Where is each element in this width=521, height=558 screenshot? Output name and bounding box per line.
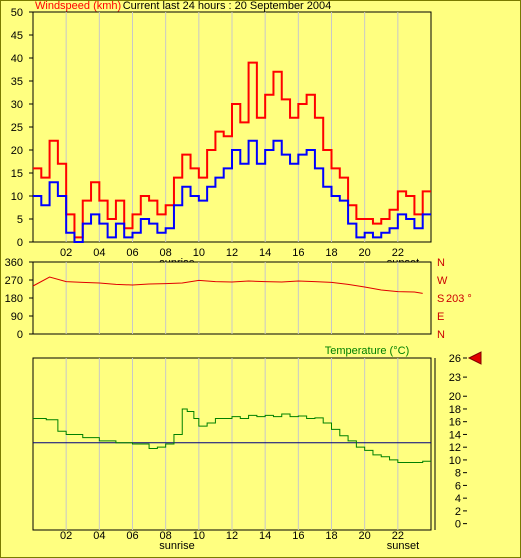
compass-label: W <box>437 275 448 287</box>
temp-xtick-label: 20 <box>359 530 371 542</box>
dir-ytick-label: 90 <box>11 311 23 323</box>
wind-ytick-label: 30 <box>11 99 23 111</box>
temp-sunset-label: sunset <box>387 540 419 552</box>
temp-xtick-label: 06 <box>126 530 138 542</box>
temp-ytick-label: 16 <box>449 417 461 429</box>
direction-series <box>32 276 423 294</box>
temp-xtick-label: 10 <box>193 530 205 542</box>
wind-ytick-label: 15 <box>11 168 23 180</box>
wind-gust-series <box>33 61 431 239</box>
temp-xtick-label: 14 <box>259 530 271 542</box>
temp-xtick-label: 04 <box>93 530 105 542</box>
temp-ytick-label: 8 <box>455 468 461 480</box>
wind-xtick-label: 12 <box>226 247 238 259</box>
temp-xtick-label: 08 <box>160 530 172 542</box>
compass-label: N <box>437 257 445 269</box>
wind-ytick-label: 50 <box>11 7 23 19</box>
temp-ytick-label: 26 <box>449 353 461 365</box>
temp-ytick-label: 4 <box>455 493 461 505</box>
temp-xtick-label: 16 <box>292 530 304 542</box>
temp-xtick-label: 12 <box>226 530 238 542</box>
compass-label: E <box>437 311 444 323</box>
temp-ytick-label: 12 <box>449 442 461 454</box>
wind-xtick-label: 02 <box>60 247 72 259</box>
dir-ytick-label: 270 <box>5 275 23 287</box>
wind-ytick-label: 45 <box>11 30 23 42</box>
wind-xtick-label: 18 <box>325 247 337 259</box>
wind-ytick-label: 5 <box>17 214 23 226</box>
temperature-series <box>33 408 431 463</box>
dir-ytick-label: 0 <box>17 329 23 341</box>
temp-ytick-label: 10 <box>449 455 461 467</box>
wind-xtick-label: 20 <box>359 247 371 259</box>
compass-label: N <box>437 329 445 341</box>
wind-ytick-label: 20 <box>11 145 23 157</box>
temp-ytick-label: 0 <box>455 519 461 531</box>
temp-ytick-label: 20 <box>449 391 461 403</box>
temperature-title: Temperature (°C) <box>325 345 409 357</box>
temp-ytick-label: 18 <box>449 404 461 416</box>
temp-ytick-label: 23 <box>449 372 461 384</box>
wind-xtick-label: 22 <box>392 247 404 259</box>
wind-average-series <box>33 139 431 243</box>
wind-xtick-label: 16 <box>292 247 304 259</box>
temp-ytick-label: 6 <box>455 480 461 492</box>
current-direction-value: 203 ° <box>446 293 472 305</box>
wind-xtick-label: 10 <box>193 247 205 259</box>
dir-ytick-label: 360 <box>5 257 23 269</box>
temp-ytick-label: 14 <box>449 429 461 441</box>
temp-xtick-label: 18 <box>325 530 337 542</box>
wind-ytick-label: 0 <box>17 237 23 249</box>
temp-ytick-label: 2 <box>455 506 461 518</box>
current-temperature-pointer <box>467 351 482 365</box>
temp-sunrise-label: sunrise <box>159 540 194 552</box>
wind-title: Windspeed (kmh) <box>35 0 121 12</box>
wind-ytick-label: 25 <box>11 122 23 134</box>
compass-label: S <box>437 293 444 305</box>
temp-xtick-label: 02 <box>60 530 72 542</box>
wind-ytick-label: 35 <box>11 76 23 88</box>
dir-ytick-label: 180 <box>5 293 23 305</box>
wind-xtick-label: 08 <box>160 247 172 259</box>
page-title: Current last 24 hours : 20 September 200… <box>123 0 332 12</box>
temp-xtick-label: 22 <box>392 530 404 542</box>
wind-ytick-label: 10 <box>11 191 23 203</box>
wind-ytick-label: 40 <box>11 53 23 65</box>
wind-xtick-label: 14 <box>259 247 271 259</box>
wind-xtick-label: 04 <box>93 247 105 259</box>
wind-xtick-label: 06 <box>126 247 138 259</box>
